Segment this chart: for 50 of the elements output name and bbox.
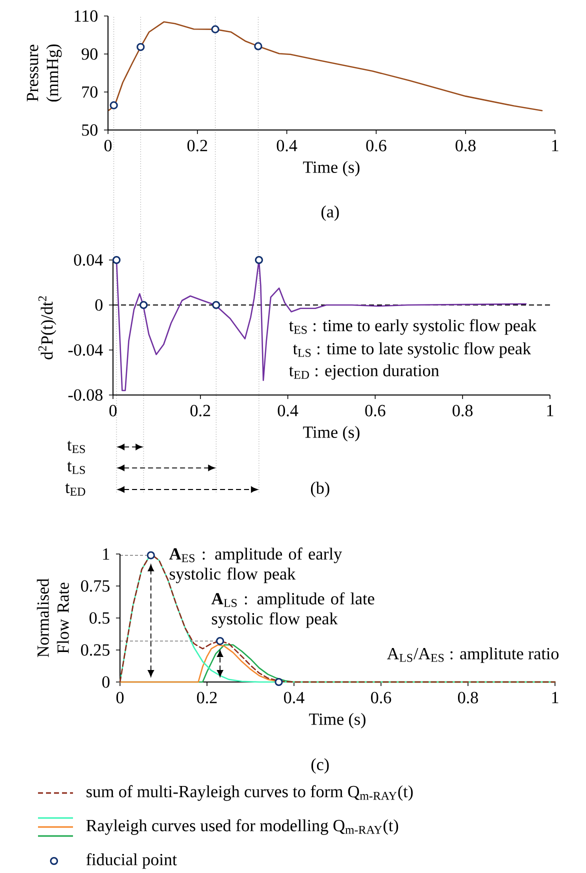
y-axis-title: Pressure (mmHg) <box>26 44 62 102</box>
x-tick-label: 0.2 <box>187 140 208 152</box>
y-axis-title: d$^{2}$P(t)/dt$^{2}$ <box>38 296 56 360</box>
x-tick-label: 0.2 <box>190 404 210 416</box>
y-tick-label: 1 <box>103 548 110 560</box>
x-tick-label: 1 <box>547 404 554 416</box>
x-tick-label: 0.6 <box>371 692 392 704</box>
text: t$_{ES}$ <box>67 440 85 454</box>
y-axis-title: Normalised Flow Rate <box>36 578 69 658</box>
y-tick-label: 0.25 <box>81 644 110 656</box>
text: t$_{ED}$ <box>65 483 86 496</box>
annotation: t$_{ES}$ : time to early systolic flow peak <box>289 319 536 335</box>
y-tick-label: 70 <box>82 86 98 98</box>
legend-label: Rayleigh curves used for modelling Q$_{m-RAY}$(t) <box>86 819 398 835</box>
y-tick-label: 0 <box>95 299 102 311</box>
annotation: t$_{ED}$ : ejection duration <box>289 364 440 380</box>
y-tick-label: 0.5 <box>90 612 110 624</box>
annotation: A$_{LS}$ : amplitude of late systolic flow peak <box>211 592 374 628</box>
text: (b) <box>310 482 330 498</box>
text: t$_{LS}$ <box>67 462 85 474</box>
annotation: t$_{LS}$ : time to late systolic flow peak <box>292 342 531 358</box>
x-tick-label: 0 <box>116 692 124 704</box>
annotation: A$_{LS}$/A$_{ES}$ : amplitute ratio <box>387 647 559 663</box>
y-tick-label: 0 <box>102 676 110 688</box>
text: (c) <box>311 758 329 774</box>
x-tick-label: 0.4 <box>276 140 298 152</box>
x-axis-title: Time (s) <box>303 426 360 442</box>
y-tick-label: 50 <box>82 124 98 136</box>
x-tick-label: 0.4 <box>284 692 304 704</box>
y-tick-label: 110 <box>74 10 98 22</box>
annotation: A$_{ES}$ : amplitude of early systolic flow peak <box>169 548 342 584</box>
x-tick-label: 0.4 <box>278 404 298 416</box>
y-tick-label: 0.75 <box>81 580 110 592</box>
text: (a) <box>321 206 339 221</box>
x-tick-label: 0.8 <box>452 404 473 416</box>
x-tick-label: 0.8 <box>458 692 478 704</box>
x-tick-label: 0.6 <box>365 404 386 416</box>
y-tick-label: -0.08 <box>68 389 102 401</box>
x-tick-label: 0.2 <box>197 692 217 704</box>
x-tick-label: 0.8 <box>456 140 476 152</box>
x-tick-label: 1 <box>552 692 558 704</box>
y-tick-label: -0.04 <box>68 344 103 356</box>
y-tick-label: 90 <box>82 48 98 60</box>
x-axis-title: Time (s) <box>309 712 366 728</box>
legend-label: fiducial point <box>86 853 177 869</box>
legend-label: sum of multi-Rayleigh curves to form Q$_{m-RAY}$(t) <box>86 785 413 801</box>
y-tick-label: 0.04 <box>74 254 103 266</box>
x-tick-label: 0.6 <box>366 140 386 152</box>
x-tick-label: 1 <box>552 140 558 152</box>
x-axis-title: Time (s) <box>303 160 360 176</box>
